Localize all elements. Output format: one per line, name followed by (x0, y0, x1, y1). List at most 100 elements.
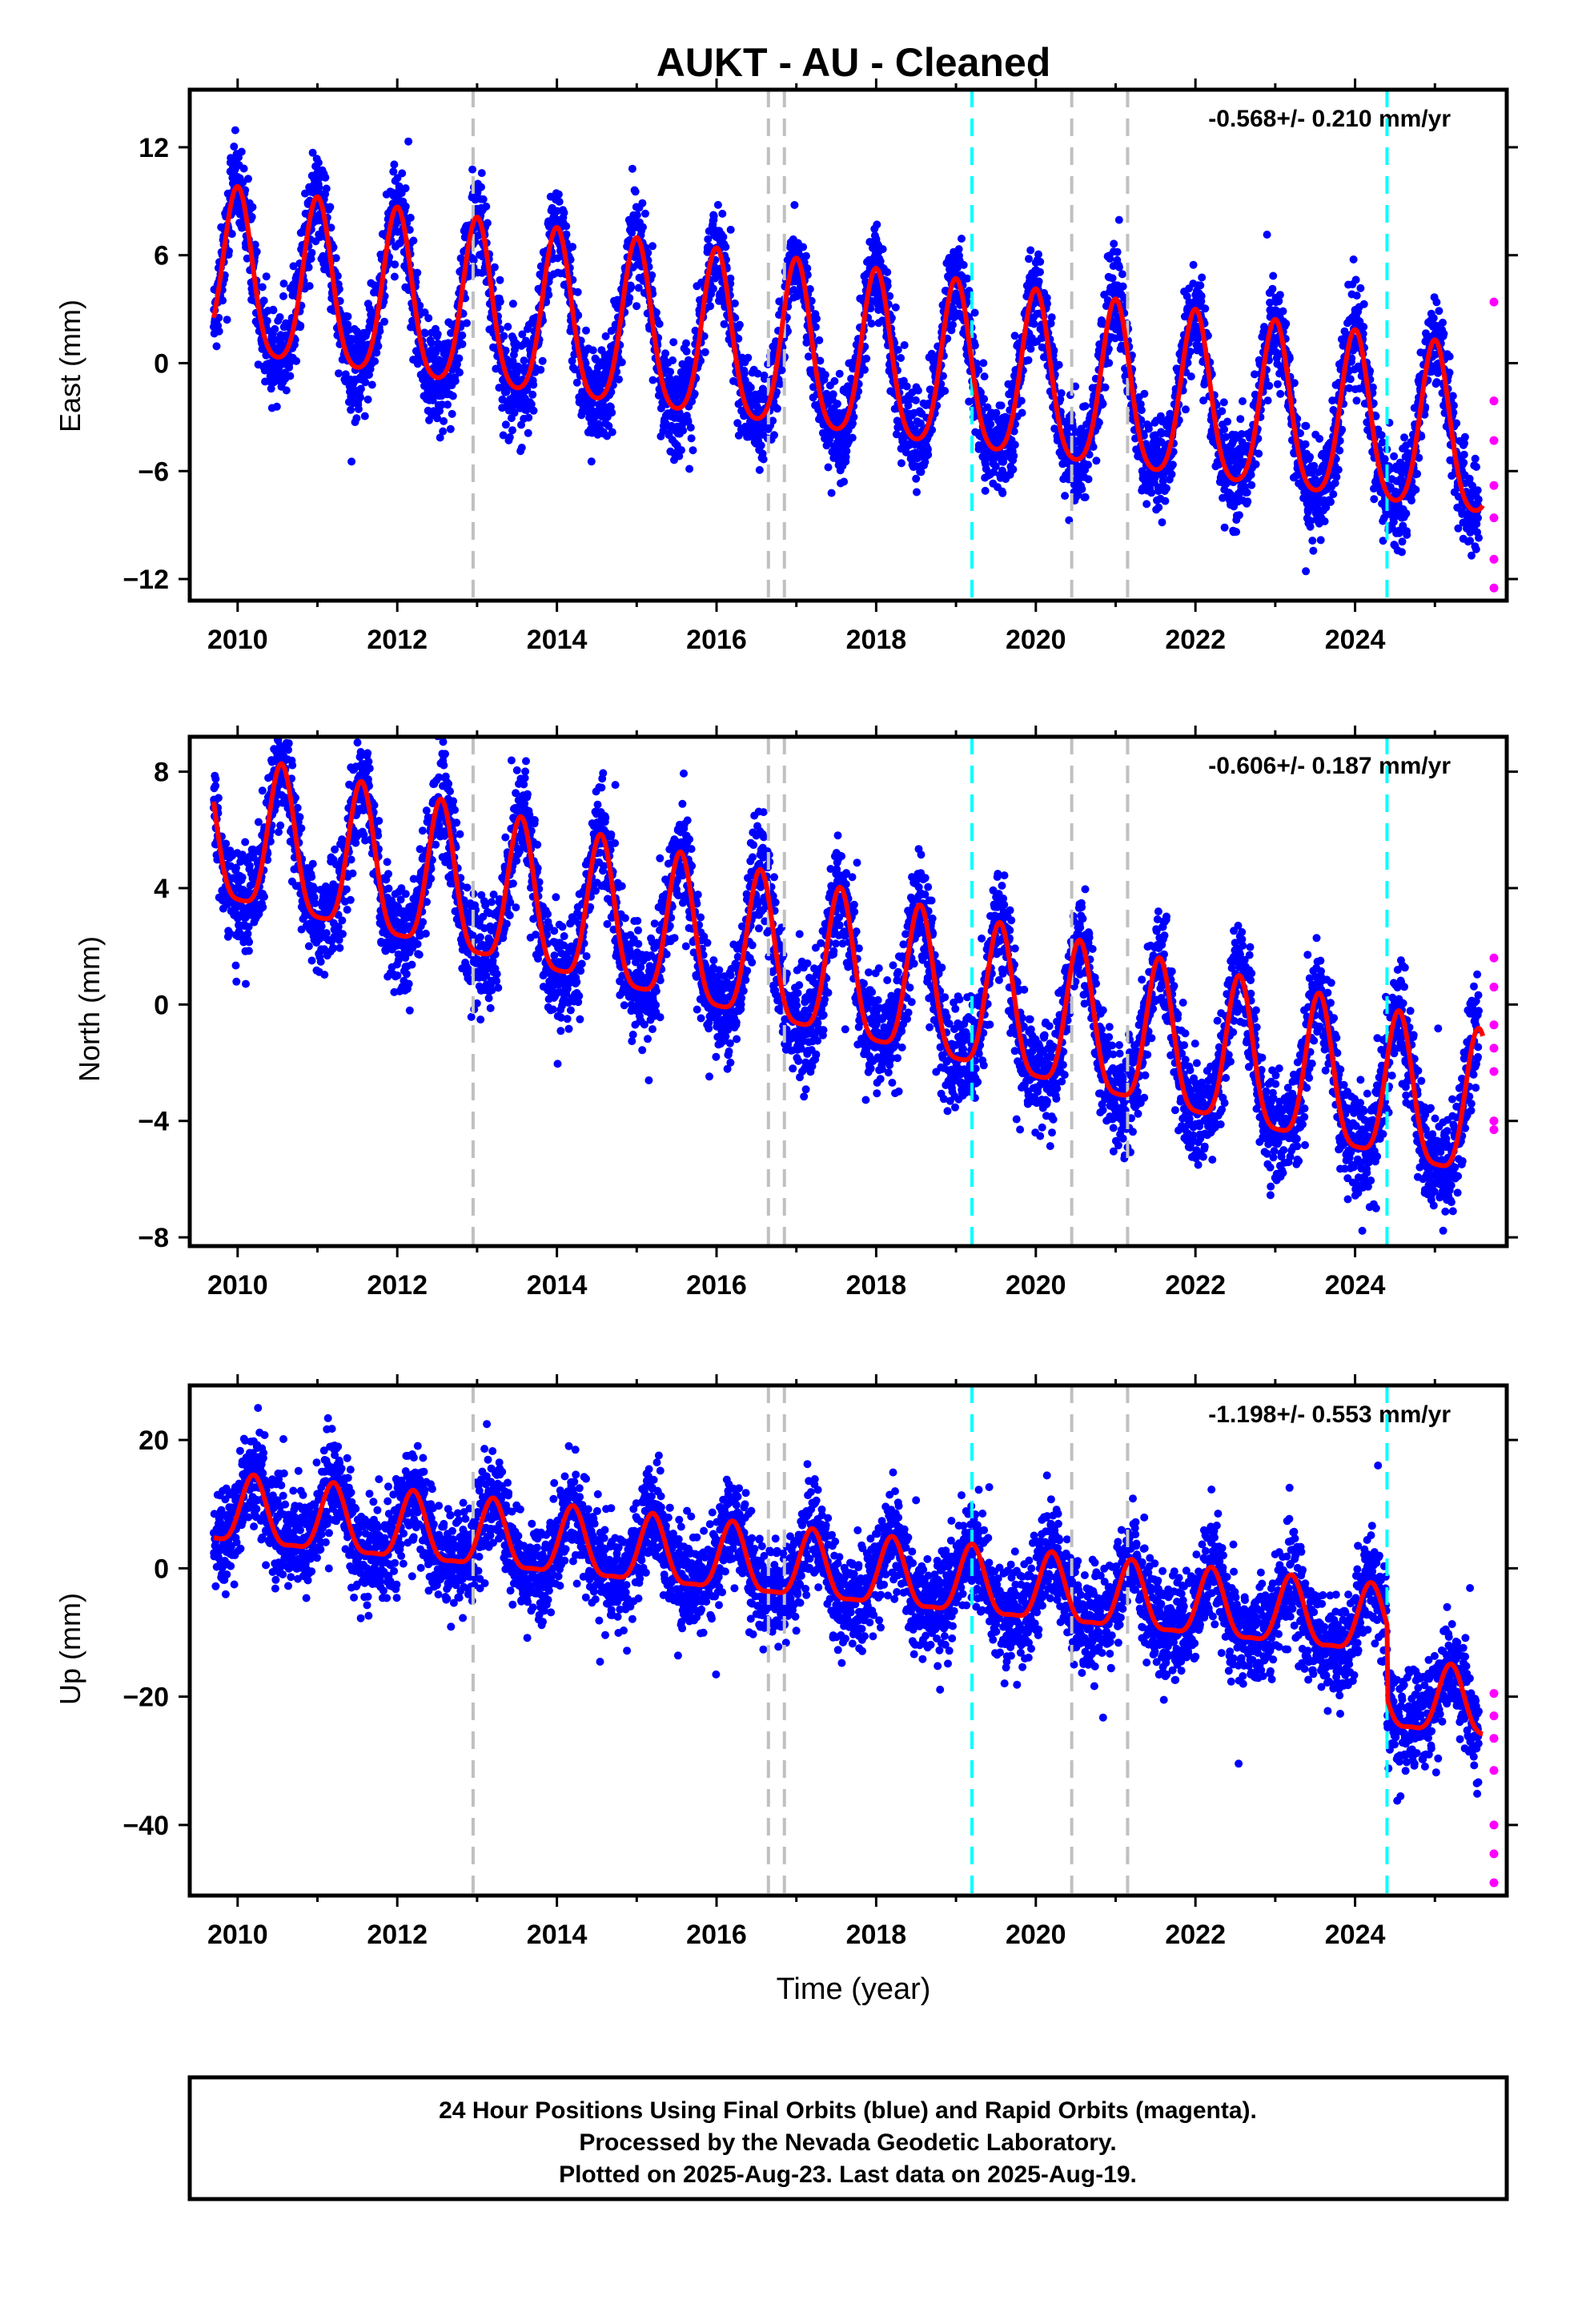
data-point (433, 414, 442, 423)
data-point (607, 388, 616, 396)
data-point (1036, 267, 1044, 276)
data-point (949, 320, 957, 329)
data-point (776, 380, 785, 388)
data-point (1308, 537, 1317, 545)
data-point (1101, 383, 1110, 392)
data-point (251, 240, 259, 249)
data-point (770, 431, 778, 440)
data-point (568, 243, 577, 251)
rate-label-east: -0.568+/- 0.210 mm/yr (1208, 106, 1451, 132)
data-point (679, 426, 688, 435)
data-point (644, 248, 652, 257)
data-point (1161, 497, 1170, 505)
data-point (656, 404, 665, 412)
data-point (1061, 492, 1070, 501)
data-point (601, 332, 610, 340)
data-point (223, 316, 231, 324)
data-point (970, 308, 979, 317)
data-point (391, 260, 400, 269)
data-point (1154, 503, 1163, 512)
data-point (446, 424, 455, 433)
data-point (439, 427, 448, 436)
data-point (900, 341, 909, 349)
data-point (1105, 359, 1114, 368)
data-point (492, 364, 500, 373)
data-point (986, 420, 995, 428)
data-point (1356, 283, 1365, 292)
data-point (997, 401, 1006, 410)
data-point (404, 137, 413, 146)
data-point (911, 396, 920, 404)
data-point (1235, 511, 1243, 520)
data-point (803, 264, 812, 272)
data-point (910, 424, 919, 433)
data-point (555, 197, 564, 206)
data-point (1042, 293, 1051, 302)
data-point (536, 365, 545, 374)
data-point (1269, 271, 1278, 280)
data-point (632, 211, 641, 219)
data-point (372, 348, 381, 357)
data-point (1140, 389, 1149, 398)
panel-up: Up (mm) -1.198+/- 0.553 mm/yr (54, 1401, 1451, 1705)
data-point (1239, 397, 1247, 405)
data-point (1046, 319, 1055, 328)
data-point (979, 359, 988, 368)
data-point (356, 393, 365, 402)
data-point (954, 245, 963, 254)
data-point (759, 455, 768, 464)
data-point (1158, 518, 1166, 527)
data-point (496, 297, 504, 306)
data-point (361, 378, 370, 387)
data-point (1309, 546, 1318, 555)
data-point (424, 314, 433, 323)
data-point (1352, 292, 1361, 300)
data-point (604, 422, 613, 430)
data-point (263, 316, 271, 325)
data-point (1218, 407, 1227, 416)
data-point (721, 243, 730, 251)
data-point (706, 302, 715, 311)
data-point (963, 274, 972, 283)
data-point (939, 372, 947, 380)
data-point (1223, 417, 1232, 426)
data-point (803, 271, 812, 279)
data-point (1137, 406, 1146, 415)
data-point (279, 292, 287, 300)
data-point (469, 255, 478, 264)
data-point (458, 331, 467, 340)
data-point (713, 200, 722, 209)
data-point (1009, 465, 1018, 474)
data-point (1081, 402, 1090, 411)
data-point (296, 321, 305, 330)
data-point (269, 306, 278, 315)
data-point (416, 301, 424, 310)
data-point (923, 444, 932, 453)
data-point (505, 433, 514, 441)
data-point (1243, 497, 1252, 506)
data-point (682, 339, 690, 348)
data-point (675, 452, 684, 460)
data-point (998, 489, 1007, 497)
data-point (500, 332, 508, 340)
data-point (499, 431, 508, 440)
data-point (390, 160, 399, 169)
data-point (744, 353, 753, 362)
data-point (841, 452, 850, 461)
data-point (508, 300, 517, 308)
ylabel-up: Up (mm) (54, 1593, 86, 1705)
data-point (518, 330, 527, 339)
data-point (479, 195, 488, 203)
data-point (282, 386, 291, 395)
data-point (1268, 284, 1277, 293)
data-point (333, 271, 342, 280)
data-point (1320, 517, 1329, 525)
data-point (883, 267, 892, 276)
data-point (227, 230, 236, 239)
data-point (608, 408, 616, 417)
data-point (1302, 421, 1311, 430)
panel-east: East (mm) -0.568+/- 0.210 mm/yr (54, 106, 1451, 432)
data-point (490, 263, 499, 271)
data-point (305, 282, 314, 291)
data-point (861, 365, 869, 374)
